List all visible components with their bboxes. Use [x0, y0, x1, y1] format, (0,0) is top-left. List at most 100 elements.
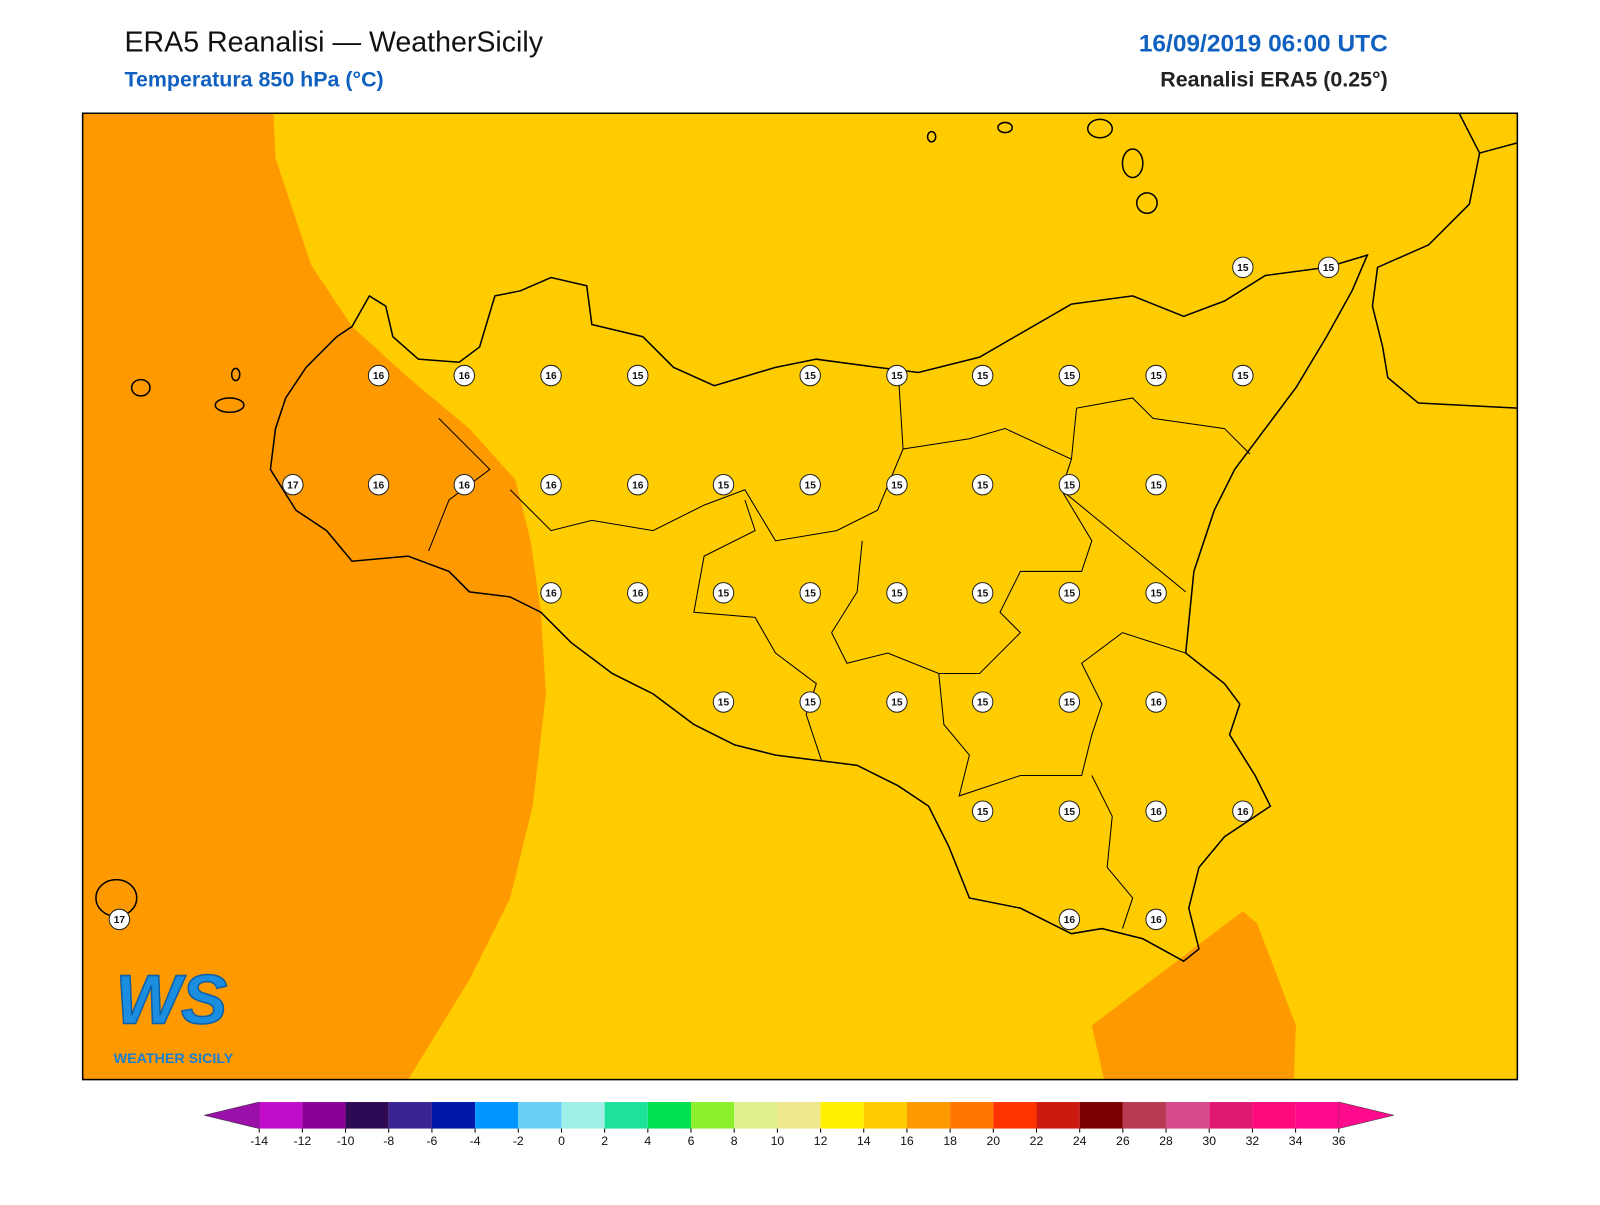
- station-marker: [540, 582, 562, 604]
- colorbar-box: [777, 1102, 821, 1129]
- station-value: 15: [977, 589, 989, 600]
- island: [214, 397, 245, 414]
- map-area: 15 15 16 16 16 15 15 15 15 15 15 15 17 16 16 16 16 15 15 15…: [82, 113, 1518, 1080]
- station-marker: [1145, 582, 1167, 604]
- station-marker: [627, 473, 649, 496]
- colorbar-tick-label: 36: [1332, 1134, 1346, 1148]
- colorbar-tick-label: 20: [987, 1134, 1001, 1148]
- colorbar-tick-label: -10: [337, 1134, 355, 1148]
- date: 16/09/2019 06:00 UTC: [1139, 30, 1388, 57]
- station-value: 15: [805, 589, 817, 600]
- station-value: 15: [632, 371, 644, 382]
- island: [1135, 192, 1158, 215]
- station-marker: [1232, 364, 1254, 387]
- calabria-coast: [1371, 113, 1518, 409]
- colorbar-box: [302, 1102, 346, 1129]
- station-marker: [886, 473, 908, 496]
- colorbar-tick-label: 16: [900, 1134, 914, 1148]
- colorbar-tick-label: 30: [1202, 1134, 1216, 1148]
- station-marker: [1145, 364, 1167, 387]
- station-marker: [886, 582, 908, 604]
- station-value: 15: [805, 698, 817, 709]
- station-marker: [1058, 691, 1081, 713]
- station-value: 16: [459, 371, 471, 382]
- colorbar-box: [1252, 1102, 1296, 1129]
- colorbar-under: [204, 1101, 260, 1129]
- station-value: 16: [1237, 807, 1249, 818]
- station-value: 15: [977, 480, 989, 491]
- station-value: 16: [545, 480, 557, 491]
- colorbar-box: [388, 1102, 432, 1129]
- station-value: 15: [977, 807, 989, 818]
- colorbar-tick-label: -6: [426, 1134, 437, 1148]
- station-marker: [1058, 908, 1081, 931]
- station-value: 15: [1064, 589, 1076, 600]
- station-value: 16: [459, 480, 471, 491]
- colorbar-tick-label: 26: [1116, 1134, 1130, 1148]
- station-value: 15: [1150, 589, 1162, 600]
- station-marker: [712, 473, 735, 496]
- station-marker: [799, 691, 821, 713]
- station-marker: [1232, 800, 1254, 822]
- colorbar-tick-label: 32: [1246, 1134, 1260, 1148]
- station-value: 16: [1150, 915, 1162, 926]
- station-value: 15: [1323, 263, 1335, 274]
- station-value: 15: [718, 698, 730, 709]
- station-marker: [1145, 908, 1167, 931]
- stations: 15 15 16 16 16 15 15 15 15 15 15 15 17 16 16 16 16 15 15 15…: [108, 256, 1340, 931]
- station-marker: [712, 582, 735, 604]
- colorbar: -14 -12 -10 -8 -6 -4 -2 0 2 4 6 8 10 12 14 16 18 20 22 24 26…: [204, 1101, 1394, 1148]
- station-marker: [971, 473, 994, 496]
- colorbar-tick-label: 8: [731, 1134, 738, 1148]
- station-value: 15: [891, 480, 903, 491]
- station-value: 15: [1237, 263, 1249, 274]
- colorbar-tick-label: -14: [250, 1134, 268, 1148]
- colorbar-box: [950, 1102, 994, 1129]
- station-value: 15: [1064, 480, 1076, 491]
- colorbar-tick-label: 28: [1159, 1134, 1173, 1148]
- island: [997, 121, 1014, 134]
- colorbar-tick-label: 6: [688, 1134, 695, 1148]
- station-marker: [971, 364, 994, 387]
- colorbar-box: [1079, 1102, 1123, 1129]
- colorbar-box: [734, 1102, 778, 1129]
- station-value: 15: [1237, 371, 1249, 382]
- colorbar-box: [259, 1102, 303, 1129]
- colorbar-box: [431, 1102, 476, 1129]
- station-value: 15: [718, 480, 730, 491]
- station-marker: [1232, 256, 1254, 279]
- sicily-coast: [269, 253, 1369, 963]
- colorbar-over: [1338, 1101, 1394, 1129]
- colorbar-tick-label: 24: [1073, 1134, 1087, 1148]
- coastlines: [95, 113, 1518, 963]
- station-value: 16: [1064, 915, 1076, 926]
- colorbar-box: [993, 1102, 1037, 1129]
- station-value: 16: [632, 480, 644, 491]
- station-value: 15: [1064, 698, 1076, 709]
- station-marker: [971, 800, 994, 822]
- station-marker: [453, 364, 475, 387]
- station-marker: [540, 364, 562, 387]
- station-marker: [886, 364, 908, 387]
- station-marker: [1058, 473, 1081, 496]
- colorbar-tick-label: 12: [814, 1134, 828, 1148]
- station-marker: [971, 582, 994, 604]
- station-marker: [453, 473, 475, 496]
- station-value: 15: [1064, 371, 1076, 382]
- station-value: 15: [977, 371, 989, 382]
- station-marker: [540, 473, 562, 496]
- island: [1121, 148, 1144, 179]
- station-value: 16: [1150, 698, 1162, 709]
- map-frame: [81, 112, 1519, 1081]
- station-marker: [1145, 473, 1167, 496]
- station-marker: [1058, 364, 1081, 387]
- station-value: 16: [373, 480, 385, 491]
- station-marker: [1145, 691, 1167, 713]
- colorbar-box: [647, 1102, 692, 1129]
- station-marker: [282, 473, 304, 496]
- station-marker: [712, 691, 735, 713]
- station-value: 16: [373, 371, 385, 382]
- station-marker: [1145, 800, 1167, 822]
